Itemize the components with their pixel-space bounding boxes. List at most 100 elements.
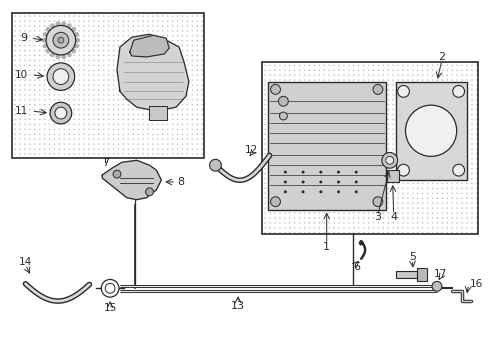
Circle shape: [338, 69, 340, 71]
Circle shape: [157, 138, 159, 140]
Circle shape: [432, 163, 433, 165]
Circle shape: [466, 79, 468, 81]
Circle shape: [318, 207, 320, 209]
Circle shape: [29, 114, 31, 115]
Circle shape: [363, 183, 365, 184]
Circle shape: [284, 109, 286, 111]
Circle shape: [182, 25, 183, 27]
Circle shape: [388, 158, 389, 159]
Circle shape: [402, 227, 404, 229]
Circle shape: [108, 40, 109, 41]
Circle shape: [167, 153, 169, 155]
Circle shape: [157, 143, 159, 145]
Circle shape: [407, 148, 409, 150]
Circle shape: [446, 94, 448, 96]
Circle shape: [88, 69, 90, 71]
Circle shape: [24, 69, 26, 71]
Circle shape: [78, 75, 80, 76]
Circle shape: [167, 25, 169, 27]
Circle shape: [343, 188, 345, 189]
Circle shape: [378, 212, 379, 214]
Circle shape: [122, 15, 124, 17]
Circle shape: [373, 89, 374, 91]
Circle shape: [388, 183, 389, 184]
Circle shape: [397, 164, 410, 176]
Circle shape: [471, 193, 473, 194]
Circle shape: [338, 64, 340, 66]
Circle shape: [412, 202, 414, 204]
Circle shape: [132, 20, 134, 22]
Circle shape: [270, 99, 271, 100]
Circle shape: [373, 134, 374, 135]
Circle shape: [279, 202, 281, 204]
Circle shape: [338, 109, 340, 111]
Circle shape: [103, 75, 104, 76]
Circle shape: [196, 75, 198, 76]
Circle shape: [64, 134, 65, 135]
Circle shape: [348, 232, 350, 234]
Circle shape: [446, 104, 448, 105]
Circle shape: [397, 134, 399, 135]
Circle shape: [412, 114, 414, 115]
Circle shape: [59, 40, 60, 41]
Circle shape: [172, 148, 173, 150]
Circle shape: [108, 45, 109, 46]
Circle shape: [406, 105, 457, 156]
Circle shape: [368, 207, 369, 209]
Circle shape: [402, 143, 404, 145]
Circle shape: [69, 15, 70, 17]
Circle shape: [270, 197, 271, 199]
Circle shape: [78, 64, 80, 66]
Circle shape: [388, 232, 389, 234]
Circle shape: [348, 217, 350, 219]
Circle shape: [274, 64, 276, 66]
Circle shape: [294, 114, 295, 115]
Circle shape: [274, 188, 276, 189]
Circle shape: [407, 79, 409, 81]
Circle shape: [368, 109, 369, 111]
Circle shape: [265, 212, 266, 214]
Circle shape: [318, 79, 320, 81]
Circle shape: [59, 55, 60, 56]
Circle shape: [127, 94, 129, 96]
Circle shape: [98, 20, 99, 22]
Circle shape: [358, 109, 360, 111]
Circle shape: [318, 183, 320, 184]
Circle shape: [54, 89, 55, 91]
Circle shape: [427, 202, 428, 204]
Circle shape: [388, 69, 389, 71]
Circle shape: [333, 134, 335, 135]
Circle shape: [64, 123, 65, 125]
Circle shape: [294, 197, 295, 199]
Circle shape: [412, 143, 414, 145]
Circle shape: [74, 40, 75, 41]
Circle shape: [456, 222, 458, 224]
Circle shape: [422, 173, 423, 174]
Circle shape: [402, 188, 404, 189]
Circle shape: [127, 109, 129, 111]
Circle shape: [318, 138, 320, 140]
Circle shape: [289, 64, 291, 66]
Circle shape: [383, 94, 384, 96]
Text: 3: 3: [374, 212, 381, 222]
Circle shape: [289, 222, 291, 224]
Circle shape: [314, 99, 315, 100]
Circle shape: [284, 207, 286, 209]
Circle shape: [412, 193, 414, 194]
Circle shape: [64, 75, 65, 76]
Circle shape: [299, 148, 300, 150]
Circle shape: [157, 64, 159, 66]
Circle shape: [113, 99, 114, 100]
Circle shape: [323, 134, 325, 135]
Circle shape: [54, 153, 55, 155]
Circle shape: [137, 114, 139, 115]
Circle shape: [67, 23, 72, 28]
Circle shape: [14, 50, 16, 51]
Circle shape: [441, 69, 443, 71]
Circle shape: [343, 232, 345, 234]
Circle shape: [142, 79, 144, 81]
Circle shape: [353, 202, 355, 204]
Circle shape: [446, 202, 448, 204]
Circle shape: [407, 163, 409, 165]
Circle shape: [34, 143, 36, 145]
